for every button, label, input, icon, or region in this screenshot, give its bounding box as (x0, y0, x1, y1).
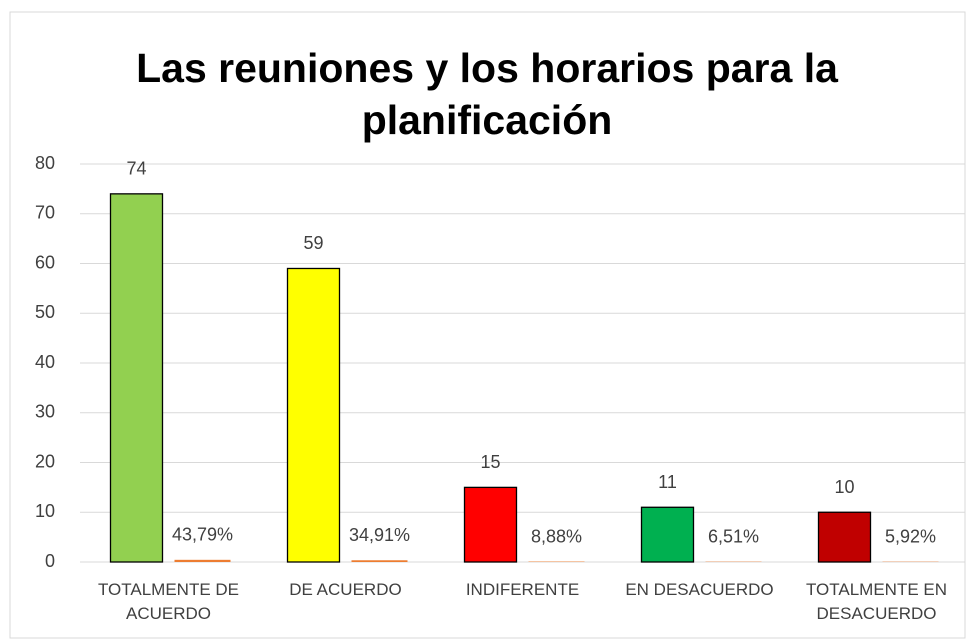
y-tick-label: 20 (35, 451, 55, 471)
bar (463, 486, 518, 563)
bar (351, 560, 408, 562)
data-label: 6,51% (708, 526, 759, 546)
chart-border (9, 11, 966, 639)
chart-title: Las reuniones y los horarios para la pla… (136, 45, 838, 143)
y-tick-label: 50 (35, 302, 55, 322)
x-tick-label: EN DESACUERDO (625, 580, 774, 599)
data-label: 59 (303, 233, 323, 253)
x-tick-label: TOTALMENTE DE ACUERDO (97, 580, 240, 623)
data-label: 10 (834, 477, 854, 497)
bar (817, 511, 872, 563)
x-tick-label: DE ACUERDO (289, 580, 402, 599)
y-tick-label: 0 (45, 551, 55, 571)
x-tick-label: INDIFERENTE (465, 580, 580, 599)
data-label: 34,91% (349, 525, 410, 545)
bar (286, 267, 341, 563)
x-tick-label: TOTALMENTE EN DESACUERDO (805, 580, 948, 623)
bar (640, 506, 695, 563)
data-label: 8,88% (531, 526, 582, 546)
y-tick-label: 30 (35, 402, 55, 422)
data-label: 15 (480, 452, 500, 472)
y-tick-label: 80 (35, 153, 55, 173)
y-tick-label: 10 (35, 501, 55, 521)
bar (174, 559, 231, 562)
y-tick-label: 40 (35, 352, 55, 372)
y-tick-label: 60 (35, 252, 55, 272)
data-label: 74 (126, 159, 146, 179)
bar (109, 193, 164, 563)
data-label: 43,79% (172, 525, 233, 545)
data-label: 11 (658, 472, 677, 492)
y-tick-label: 70 (35, 203, 55, 223)
data-label: 5,92% (885, 526, 936, 546)
